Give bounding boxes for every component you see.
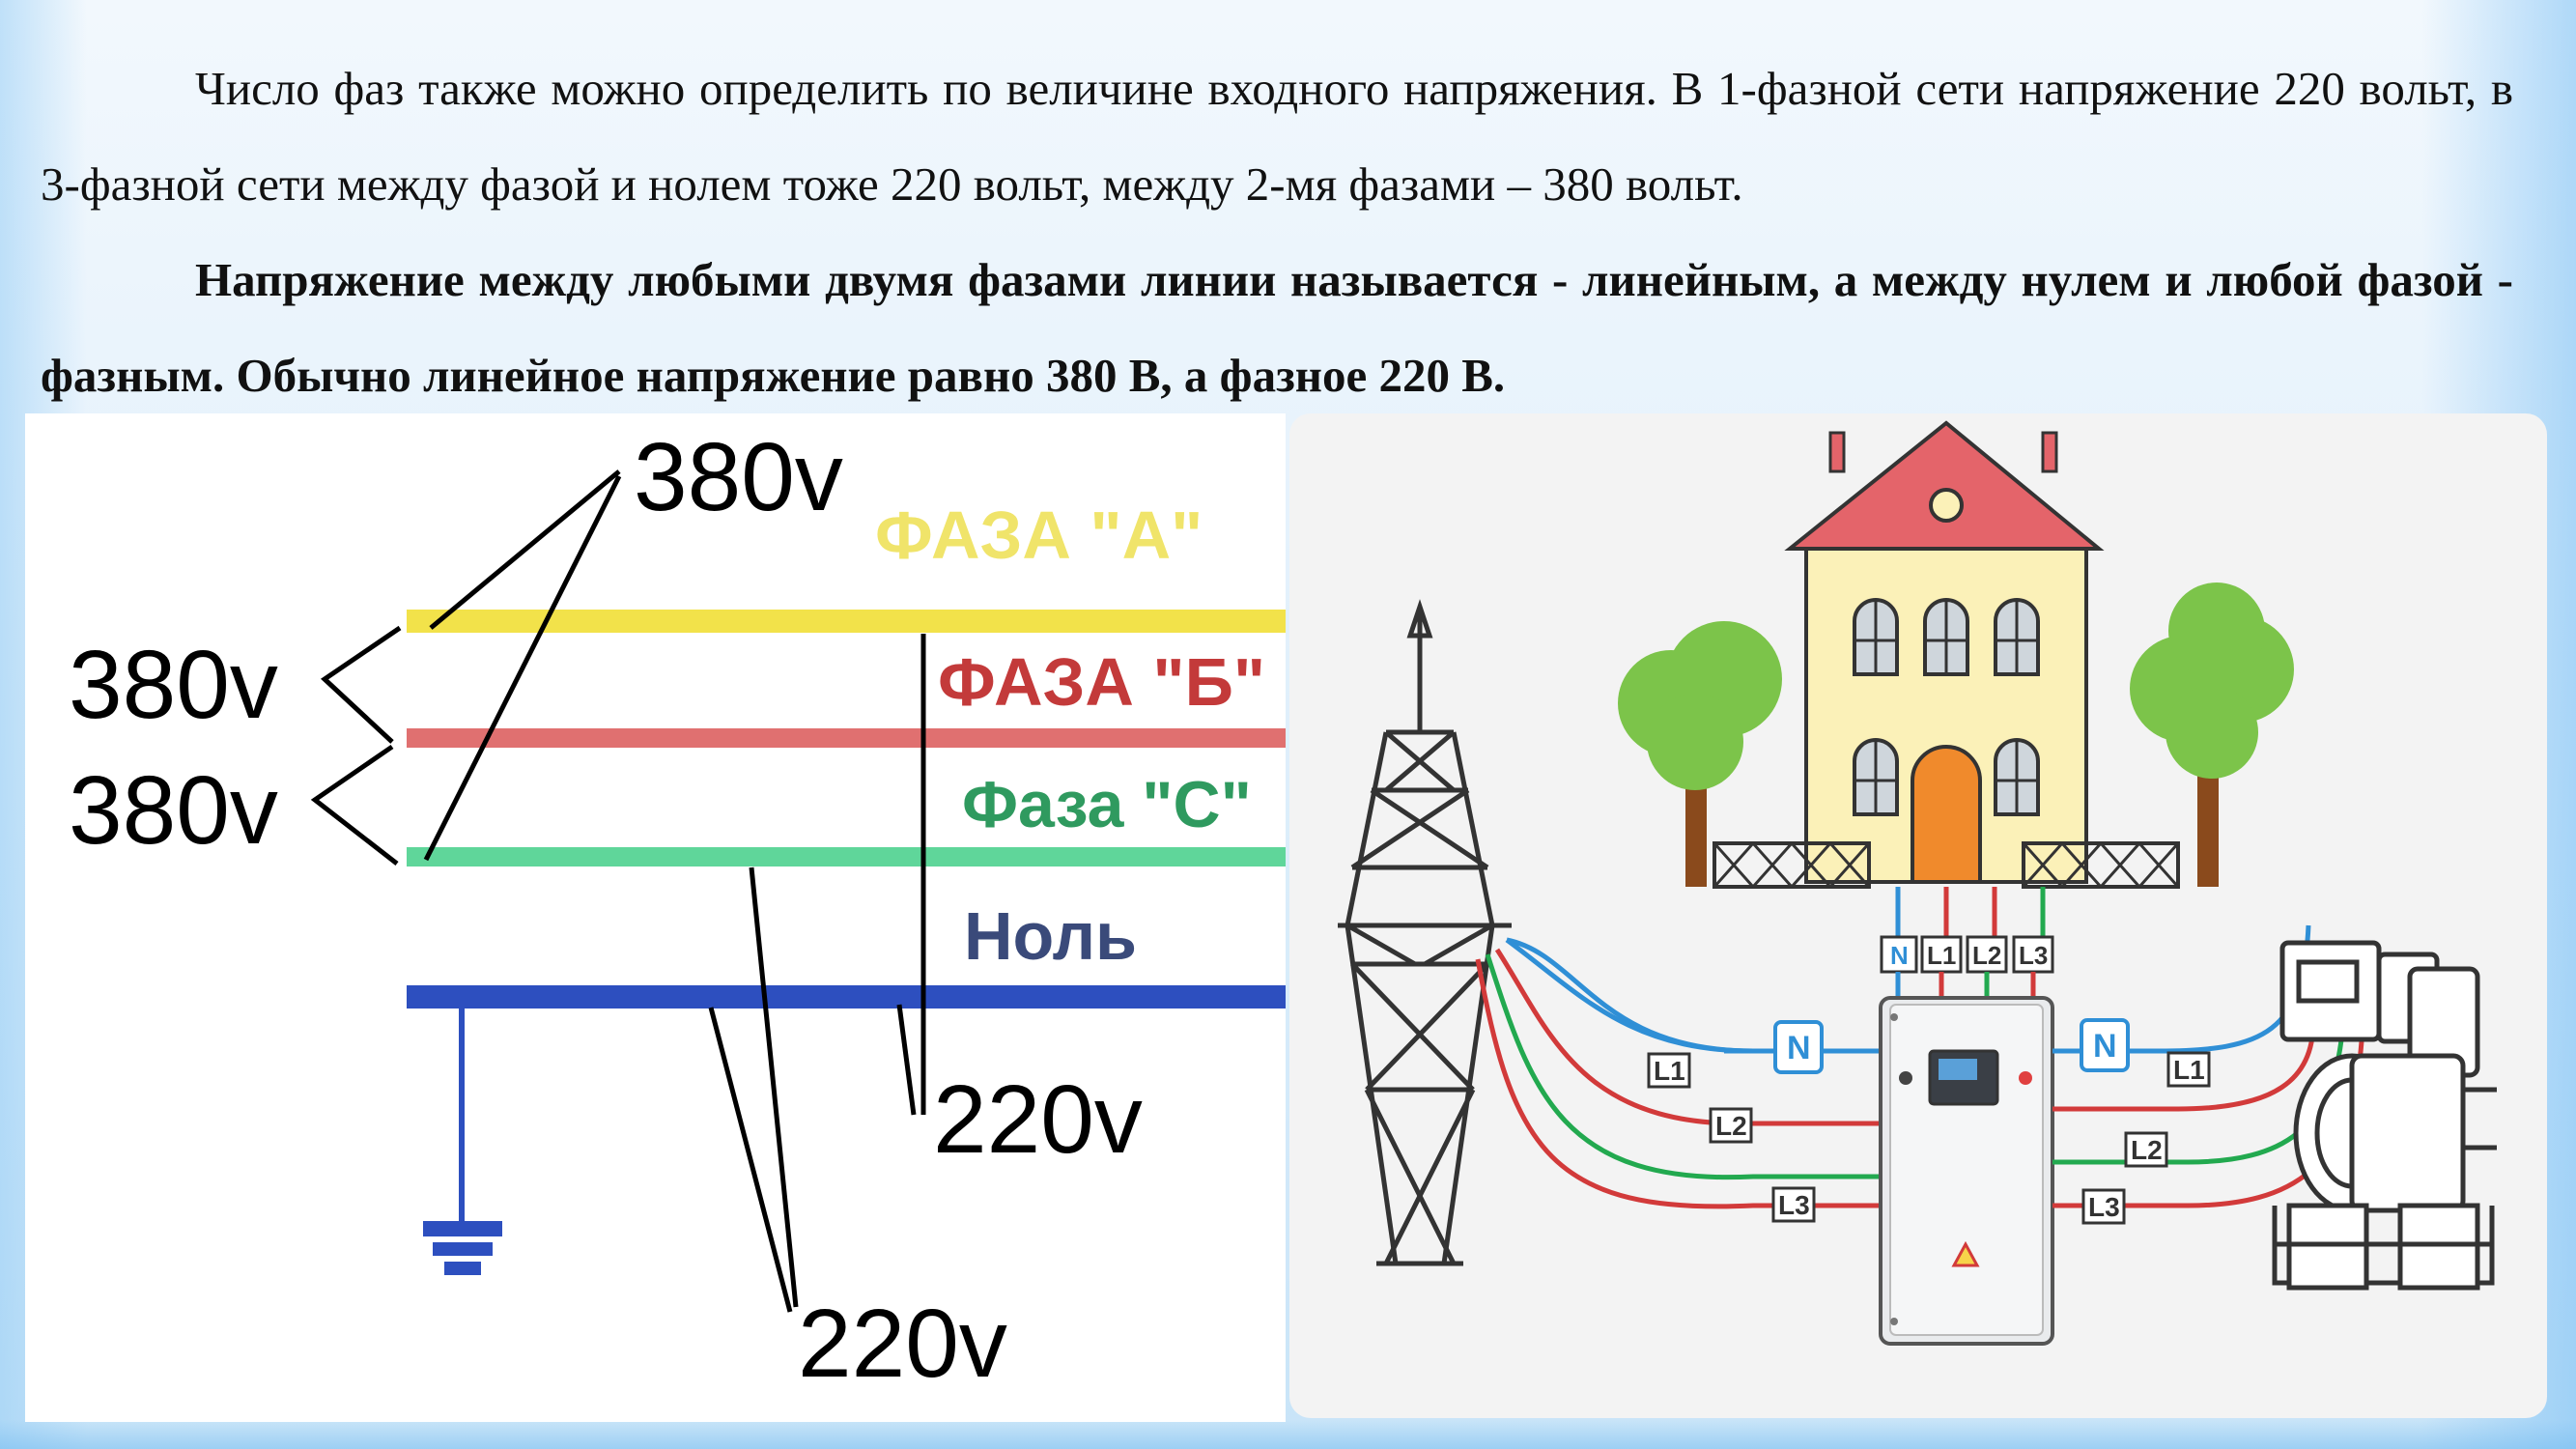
phase-c-line	[407, 847, 1286, 867]
terminal-labels: N L1 L2 L3	[1880, 935, 2054, 974]
ground-symbol-bottom	[444, 1262, 481, 1275]
bracket-lower	[310, 744, 399, 866]
phase-c-label: Фаза "С"	[962, 768, 1252, 841]
tower-wires	[1475, 937, 1879, 1209]
connection-scheme: N L1 L2 L3	[1289, 413, 2547, 1418]
slide-bottom-decoration	[0, 1420, 2576, 1449]
terminal-l3-label: L3	[2019, 941, 2048, 970]
line-c-to-220-bottom	[749, 867, 799, 1308]
phase-b-line	[407, 728, 1286, 748]
neutral-label: Ноль	[964, 898, 1137, 974]
phase-a-label: ФАЗА "А"	[875, 497, 1203, 573]
tree-left-icon	[1618, 621, 1782, 887]
left-wire-n-label: N	[1787, 1030, 1811, 1066]
phase-a-line	[407, 610, 1286, 633]
line-n-to-220-right	[896, 1004, 917, 1116]
power-tower-icon	[1338, 599, 1512, 1266]
voltage-label-top: 380v	[634, 423, 843, 531]
voltage-label-left-lower: 380v	[69, 756, 278, 865]
line-n-to-220-bottom	[708, 1007, 793, 1313]
right-wire-l2-label: L2	[2131, 1135, 2163, 1165]
generator-wire-labels: N L1 L2 L3	[2080, 1018, 2211, 1225]
ground-symbol-top	[423, 1221, 502, 1236]
tower-wire-labels: N L1 L2 L3	[1647, 1020, 1824, 1223]
left-wire-l2-label: L2	[1715, 1111, 1747, 1141]
line-a-to-top-label	[429, 469, 621, 630]
voltage-label-left-upper: 380v	[69, 631, 278, 739]
terminal-n-label: N	[1890, 941, 1909, 970]
transfer-switch-box	[1879, 996, 2054, 1346]
right-wire-l1-label: L1	[2173, 1055, 2205, 1085]
definition-paragraph: Напряжение между любыми двумя фазами лин…	[41, 253, 2513, 402]
terminal-l2-label: L2	[1972, 941, 2001, 970]
bracket-upper	[320, 625, 402, 744]
phase-b-label: ФАЗА "Б"	[938, 644, 1265, 720]
neutral-line	[407, 985, 1286, 1009]
right-wire-n-label: N	[2093, 1028, 2117, 1065]
tree-right-icon	[2130, 582, 2294, 887]
left-wire-l3-label: L3	[1778, 1190, 1810, 1220]
house-icon	[1713, 420, 2180, 889]
right-wire-l3-label: L3	[2088, 1192, 2120, 1222]
voltage-label-right-bottom: 220v	[933, 1065, 1143, 1174]
line-c-to-top-label	[423, 474, 622, 862]
warning-triangle-icon	[1951, 1240, 1980, 1267]
left-wire-l1-label: L1	[1654, 1056, 1685, 1086]
ground-symbol-middle	[433, 1242, 493, 1256]
voltage-label-bottom: 220v	[798, 1290, 1007, 1398]
phase-voltage-diagram: ФАЗА "А" ФАЗА "Б" Фаза "С" Ноль 380v 380…	[25, 413, 1286, 1422]
terminal-l1-label: L1	[1927, 941, 1956, 970]
door-icon	[1911, 745, 1982, 884]
generator-icon	[2272, 940, 2497, 1291]
slide-text: Число фаз также можно определить по вели…	[41, 41, 2513, 423]
intro-paragraph: Число фаз также можно определить по вели…	[41, 62, 2513, 211]
